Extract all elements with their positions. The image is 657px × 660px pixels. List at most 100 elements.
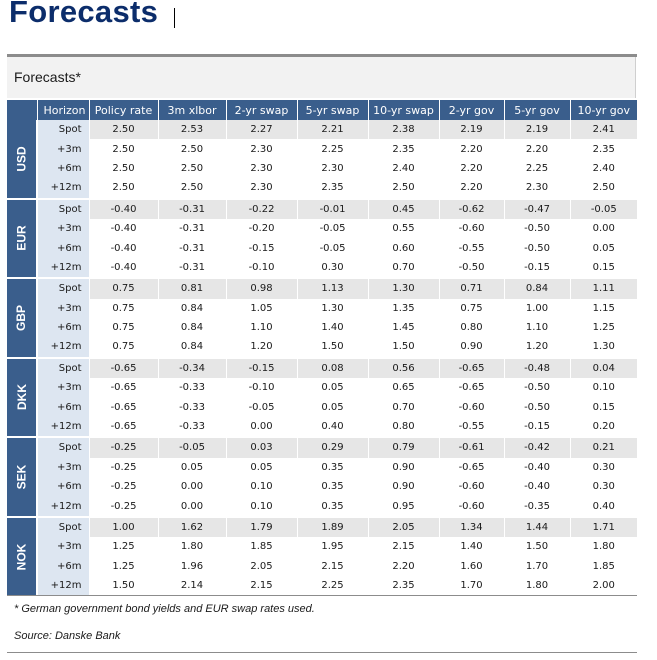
value-cell: -0.25 — [88, 457, 158, 478]
value-cell: 2.19 — [503, 120, 570, 140]
value-cell: 1.20 — [503, 337, 570, 358]
value-cell: 2.30 — [225, 158, 297, 179]
value-cell: 2.50 — [88, 158, 158, 179]
value-cell: 2.20 — [438, 139, 504, 159]
table-row: +6m 0.75 0.84 1.10 1.40 1.45 0.80 1.10 1.25 — [7, 317, 637, 338]
value-cell: 2.20 — [438, 158, 504, 179]
value-cell: 0.75 — [438, 298, 504, 318]
horizon-cell: +6m — [36, 477, 89, 497]
table-row: +3m -0.65 -0.33 -0.10 0.05 0.65 -0.65 -0.50 0.10 — [7, 378, 637, 398]
value-cell: 0.84 — [503, 277, 570, 299]
value-cell: 0.10 — [225, 477, 297, 497]
table-row: +12m -0.25 0.00 0.10 0.35 0.95 -0.60 -0.35 0.40 — [7, 496, 637, 517]
value-cell: -0.10 — [225, 257, 297, 279]
value-cell: -0.60 — [438, 496, 504, 517]
horizon-cell: Spot — [36, 120, 89, 140]
value-cell: 0.80 — [367, 416, 439, 438]
value-cell: -0.15 — [225, 238, 297, 258]
value-cell: 1.40 — [296, 317, 368, 338]
horizon-cell: Spot — [36, 515, 89, 538]
value-cell: 0.35 — [296, 477, 368, 497]
header-3m-xlbor: 3m xlbor — [157, 100, 226, 120]
table-row: +6m -0.25 0.00 0.10 0.35 0.90 -0.60 -0.40 0.30 — [7, 477, 637, 497]
table-row: +12m 1.50 2.14 2.15 2.25 2.35 1.70 1.80 2.00 — [7, 575, 637, 596]
horizon-cell: Spot — [36, 436, 89, 458]
value-cell: -0.33 — [157, 416, 226, 438]
value-cell: 1.25 — [88, 556, 158, 576]
header-corner — [7, 100, 37, 120]
value-cell: 2.21 — [296, 120, 368, 140]
value-cell: 0.84 — [157, 298, 226, 318]
value-cell: -0.31 — [157, 238, 226, 258]
value-cell: 1.10 — [225, 317, 297, 338]
value-cell: -0.65 — [88, 397, 158, 417]
value-cell: 0.98 — [225, 277, 297, 299]
table-row: +6m -0.40 -0.31 -0.15 -0.05 0.60 -0.55 -0.50 0.0… — [7, 238, 637, 258]
value-cell: 2.53 — [157, 120, 226, 140]
value-cell: 0.30 — [569, 477, 637, 497]
value-cell: 1.13 — [296, 277, 368, 299]
value-cell: -0.50 — [503, 238, 570, 258]
value-cell: 0.79 — [367, 436, 439, 458]
value-cell: 0.71 — [438, 277, 504, 299]
value-cell: 1.34 — [438, 515, 504, 538]
value-cell: 0.75 — [88, 298, 158, 318]
value-cell: 0.60 — [367, 238, 439, 258]
value-cell: 1.70 — [503, 556, 570, 576]
value-cell: 0.80 — [438, 317, 504, 338]
value-cell: -0.25 — [88, 436, 158, 458]
currency-code: DKK — [14, 384, 29, 411]
value-cell: 2.25 — [296, 139, 368, 159]
header-10yr-swap: 10-yr swap — [367, 100, 439, 120]
value-cell: -0.50 — [438, 257, 504, 279]
source-note: Source: Danske Bank — [14, 630, 121, 642]
currency-label-usd: USD — [7, 120, 38, 199]
value-cell: 0.56 — [367, 356, 439, 379]
value-cell: -0.50 — [503, 378, 570, 398]
value-cell: 0.00 — [157, 496, 226, 517]
value-cell: 1.85 — [569, 556, 637, 576]
value-cell: 0.10 — [569, 378, 637, 398]
value-cell: -0.05 — [569, 197, 637, 219]
currency-label-sek: SEK — [7, 436, 38, 517]
value-cell: 1.10 — [503, 317, 570, 338]
value-cell: -0.47 — [503, 197, 570, 219]
value-cell: 1.11 — [569, 277, 637, 299]
value-cell: 0.30 — [296, 257, 368, 279]
value-cell: 2.27 — [225, 120, 297, 140]
value-cell: 2.30 — [225, 178, 297, 199]
value-cell: 2.40 — [367, 158, 439, 179]
value-cell: -0.50 — [503, 218, 570, 239]
value-cell: -0.25 — [88, 477, 158, 497]
value-cell: 0.03 — [225, 436, 297, 458]
value-cell: -0.48 — [503, 356, 570, 379]
value-cell: -0.55 — [438, 238, 504, 258]
value-cell: 0.55 — [367, 218, 439, 239]
value-cell: 1.79 — [225, 515, 297, 538]
value-cell: -0.42 — [503, 436, 570, 458]
value-cell: 1.30 — [296, 298, 368, 318]
value-cell: -0.35 — [503, 496, 570, 517]
table-row: +3m 2.50 2.50 2.30 2.25 2.35 2.20 2.20 2.35 — [7, 139, 637, 159]
value-cell: 1.71 — [569, 515, 637, 538]
horizon-cell: Spot — [36, 356, 89, 379]
value-cell: -0.55 — [438, 416, 504, 438]
value-cell: -0.65 — [88, 378, 158, 398]
value-cell: -0.31 — [157, 197, 226, 219]
value-cell: 0.70 — [367, 257, 439, 279]
table-row: +12m -0.40 -0.31 -0.10 0.30 0.70 -0.50 -0.15 0.1… — [7, 257, 637, 279]
value-cell: 1.25 — [569, 317, 637, 338]
value-cell: 0.35 — [296, 496, 368, 517]
value-cell: 0.20 — [569, 416, 637, 438]
value-cell: 0.40 — [296, 416, 368, 438]
value-cell: 1.80 — [503, 575, 570, 596]
value-cell: -0.40 — [503, 457, 570, 478]
value-cell: 2.05 — [367, 515, 439, 538]
value-cell: -0.05 — [225, 397, 297, 417]
value-cell: 0.05 — [225, 457, 297, 478]
horizon-cell: Spot — [36, 277, 89, 299]
footnote: * German government bond yields and EUR … — [14, 603, 315, 615]
value-cell: 2.50 — [157, 178, 226, 199]
end-rule — [7, 652, 637, 653]
value-cell: 1.45 — [367, 317, 439, 338]
